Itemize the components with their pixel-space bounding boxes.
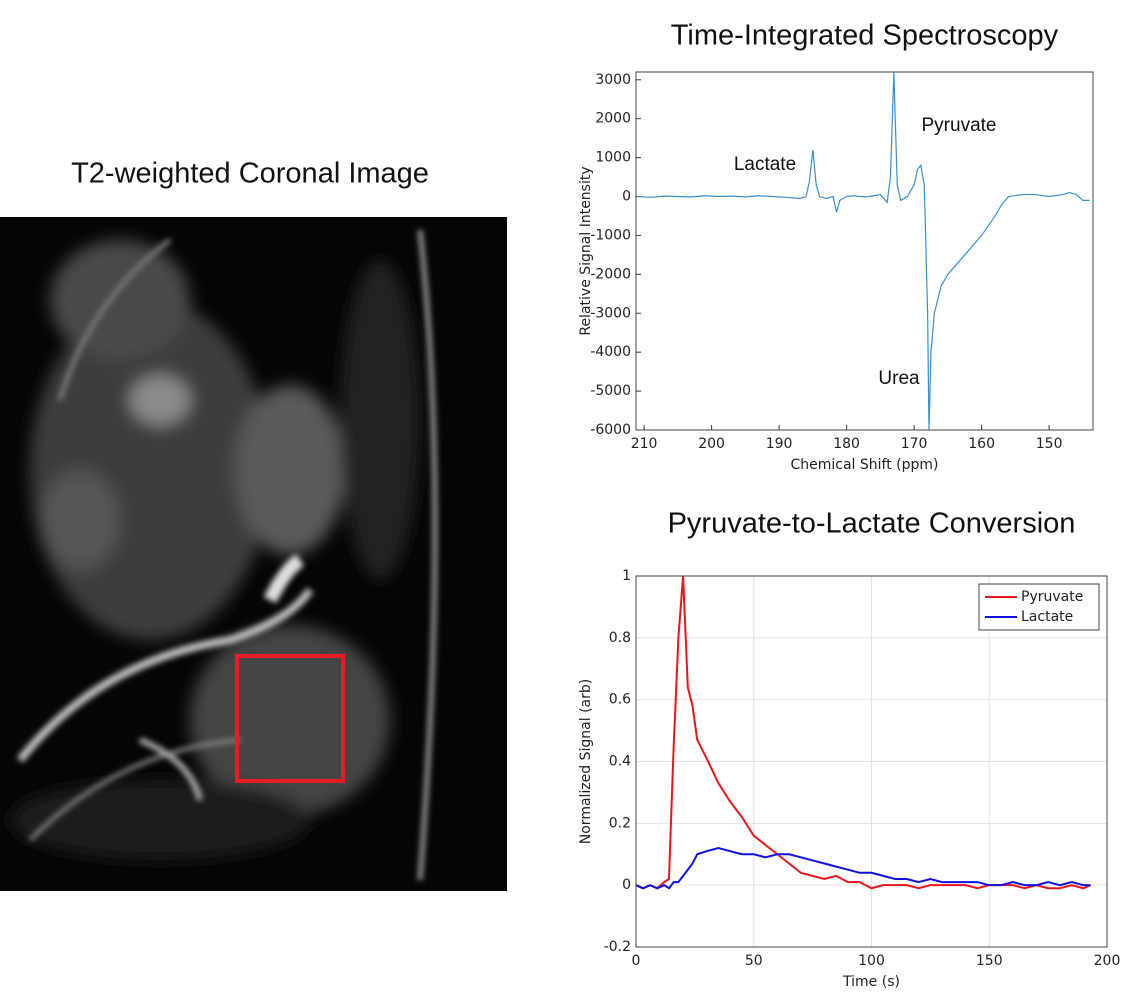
data-line bbox=[637, 72, 1090, 430]
legend-label: Pyruvate bbox=[1021, 589, 1083, 605]
x-tick-label: 100 bbox=[858, 953, 885, 969]
legend-box bbox=[978, 583, 1100, 631]
y-tick-label: 0.2 bbox=[609, 815, 631, 831]
legend-label: Lactate bbox=[1021, 609, 1073, 625]
x-tick-label: 200 bbox=[1094, 953, 1121, 969]
plot-area bbox=[636, 72, 1093, 430]
axes-frame bbox=[635, 71, 1094, 431]
roi-box bbox=[235, 654, 345, 783]
image-title: T2-weighted Coronal Image bbox=[71, 158, 429, 190]
x-axis-label: Chemical Shift (ppm) bbox=[790, 457, 938, 473]
x-tick-label: 180 bbox=[833, 436, 860, 452]
mri-image bbox=[0, 217, 507, 891]
y-tick-label: 0 bbox=[622, 877, 631, 893]
axes-frame bbox=[635, 575, 1108, 948]
x-tick-label: 150 bbox=[1036, 436, 1063, 452]
annotation: Urea bbox=[878, 368, 920, 389]
x-axis-label: Time (s) bbox=[842, 974, 900, 990]
x-tick-label: 210 bbox=[631, 436, 658, 452]
chart-title: Time-Integrated Spectroscopy bbox=[671, 20, 1059, 52]
chart-title: Pyruvate-to-Lactate Conversion bbox=[668, 508, 1076, 540]
data-line bbox=[636, 576, 1091, 890]
y-tick-label: 1000 bbox=[595, 150, 631, 166]
y-axis-label: Normalized Signal (arb) bbox=[578, 679, 594, 844]
y-tick-label: -5000 bbox=[590, 383, 631, 399]
x-tick-label: 200 bbox=[698, 436, 725, 452]
y-axis-label: Relative Signal Intensity bbox=[578, 166, 594, 335]
y-tick-label: -3000 bbox=[590, 305, 631, 321]
y-tick-label: 0 bbox=[622, 189, 631, 205]
x-tick-label: 0 bbox=[632, 953, 641, 969]
x-tick-label: 190 bbox=[766, 436, 793, 452]
x-tick-label: 150 bbox=[976, 953, 1003, 969]
y-tick-label: -4000 bbox=[590, 344, 631, 360]
y-tick-label: -6000 bbox=[590, 422, 631, 438]
y-tick-label: -0.2 bbox=[604, 939, 631, 955]
y-tick-label: -1000 bbox=[590, 227, 631, 243]
y-tick-label: 2000 bbox=[595, 111, 631, 127]
data-line bbox=[636, 847, 1091, 890]
y-tick-label: 3000 bbox=[595, 72, 631, 88]
annotation: Lactate bbox=[734, 154, 796, 175]
x-tick-label: 170 bbox=[901, 436, 928, 452]
y-tick-label: -2000 bbox=[590, 266, 631, 282]
x-tick-label: 160 bbox=[968, 436, 995, 452]
x-tick-label: 50 bbox=[745, 953, 763, 969]
y-tick-label: 0.6 bbox=[609, 692, 631, 708]
y-tick-label: 1 bbox=[622, 568, 631, 584]
y-tick-label: 0.8 bbox=[609, 630, 631, 646]
annotation: Pyruvate bbox=[922, 115, 997, 136]
y-tick-label: 0.4 bbox=[609, 754, 631, 770]
